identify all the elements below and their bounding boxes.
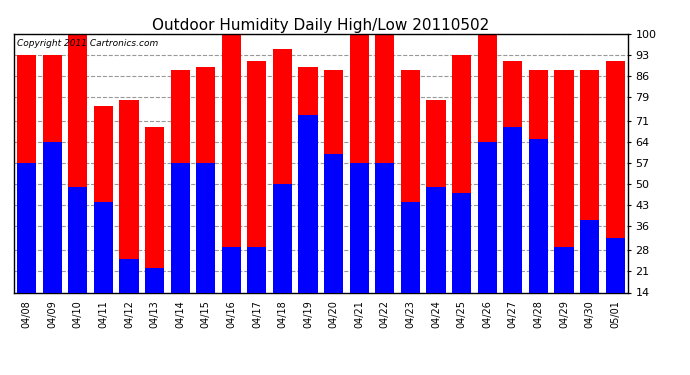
Bar — [554, 70, 573, 334]
Bar — [324, 154, 343, 334]
Bar — [350, 34, 369, 334]
Bar — [273, 49, 292, 334]
Bar — [43, 55, 62, 334]
Bar — [17, 163, 36, 334]
Bar — [221, 34, 241, 334]
Bar — [43, 142, 62, 334]
Bar — [299, 67, 317, 334]
Bar — [170, 70, 190, 334]
Bar — [247, 61, 266, 334]
Bar — [145, 127, 164, 334]
Bar — [94, 106, 113, 334]
Bar — [350, 163, 369, 334]
Bar — [606, 61, 624, 334]
Bar — [529, 70, 548, 334]
Bar — [477, 142, 497, 334]
Bar — [68, 187, 88, 334]
Bar — [477, 34, 497, 334]
Bar — [17, 55, 36, 334]
Bar — [375, 163, 395, 334]
Bar — [68, 34, 88, 334]
Bar — [94, 202, 113, 334]
Bar — [196, 163, 215, 334]
Bar — [247, 248, 266, 334]
Bar — [119, 260, 139, 334]
Bar — [426, 187, 446, 334]
Bar — [324, 70, 343, 334]
Bar — [503, 61, 522, 334]
Text: Copyright 2011 Cartronics.com: Copyright 2011 Cartronics.com — [17, 39, 158, 48]
Bar — [452, 55, 471, 334]
Bar — [554, 248, 573, 334]
Bar — [221, 248, 241, 334]
Bar — [119, 100, 139, 334]
Bar — [273, 184, 292, 334]
Bar — [401, 70, 420, 334]
Bar — [375, 34, 395, 334]
Bar — [503, 127, 522, 334]
Title: Outdoor Humidity Daily High/Low 20110502: Outdoor Humidity Daily High/Low 20110502 — [152, 18, 489, 33]
Bar — [196, 67, 215, 334]
Bar — [580, 220, 599, 334]
Bar — [170, 163, 190, 334]
Bar — [452, 193, 471, 334]
Bar — [426, 100, 446, 334]
Bar — [580, 70, 599, 334]
Bar — [606, 238, 624, 334]
Bar — [529, 139, 548, 334]
Bar — [145, 268, 164, 334]
Bar — [401, 202, 420, 334]
Bar — [299, 115, 317, 334]
